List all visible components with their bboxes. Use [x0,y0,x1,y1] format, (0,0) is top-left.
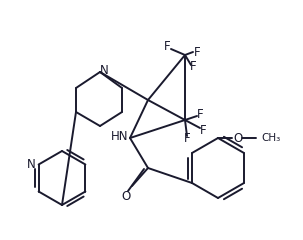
Text: N: N [27,158,36,171]
Text: F: F [164,41,170,54]
Text: N: N [100,64,108,77]
Text: F: F [194,46,200,59]
Text: F: F [197,108,203,121]
Text: F: F [190,60,196,73]
Text: O: O [122,190,131,203]
Text: O: O [233,132,243,144]
Text: F: F [184,132,190,144]
Text: HN: HN [111,130,128,143]
Text: F: F [200,124,206,137]
Text: CH₃: CH₃ [261,133,280,143]
